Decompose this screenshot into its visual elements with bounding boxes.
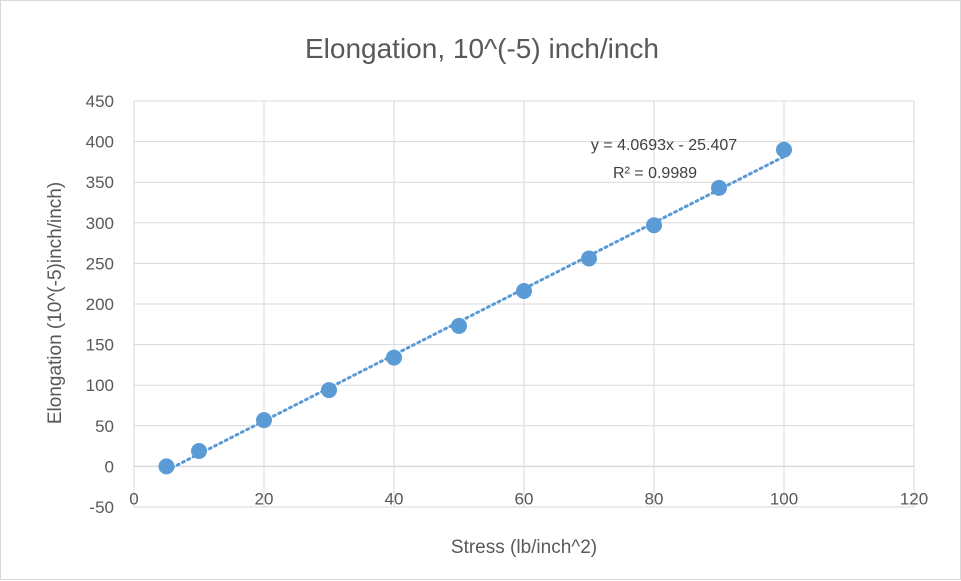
data-point [646, 217, 662, 234]
y-tick-label: 250 [86, 254, 114, 273]
data-point [191, 442, 207, 459]
data-point [321, 382, 337, 399]
y-tick-label: 350 [86, 173, 114, 192]
x-tick-label: 120 [900, 489, 928, 508]
x-tick-label: 100 [770, 489, 798, 508]
data-point [711, 179, 727, 196]
x-axis-title: Stress (lb/inch^2) [451, 537, 597, 558]
y-axis-title: Elongation (10^(-5)inch/inch) [45, 182, 66, 424]
trendline-equation: y = 4.0693x - 25.407 [591, 137, 737, 154]
data-point [158, 458, 175, 475]
y-tick-label: -50 [89, 498, 114, 517]
y-tick-label: 150 [86, 336, 114, 355]
y-tick-label: 400 [86, 133, 114, 152]
x-tick-label: 0 [129, 489, 138, 508]
data-point [776, 141, 792, 158]
tick-labels: -50 0 50 100 150 200 250 300 350 400 450 0 20 40 60 80 1… [86, 92, 929, 517]
x-tick-label: 40 [385, 489, 404, 508]
data-point [451, 317, 467, 334]
x-tick-label: 20 [255, 489, 274, 508]
x-tick-label: 80 [645, 489, 664, 508]
y-tick-label: 50 [95, 417, 114, 436]
y-tick-label: 450 [86, 92, 114, 111]
chart-title: Elongation, 10^(-5) inch/inch [305, 33, 659, 64]
y-tick-label: 200 [86, 295, 114, 314]
y-tick-label: 100 [86, 376, 114, 395]
data-point [516, 283, 532, 300]
data-point [386, 349, 402, 366]
x-tick-label: 60 [515, 489, 534, 508]
data-points [158, 141, 792, 475]
data-point [256, 412, 272, 429]
grid-lines [133, 100, 915, 508]
y-tick-label: 0 [105, 457, 114, 476]
y-tick-label: 300 [86, 214, 114, 233]
trendline-r-squared: R² = 0.9989 [613, 165, 697, 182]
data-point [581, 250, 597, 267]
